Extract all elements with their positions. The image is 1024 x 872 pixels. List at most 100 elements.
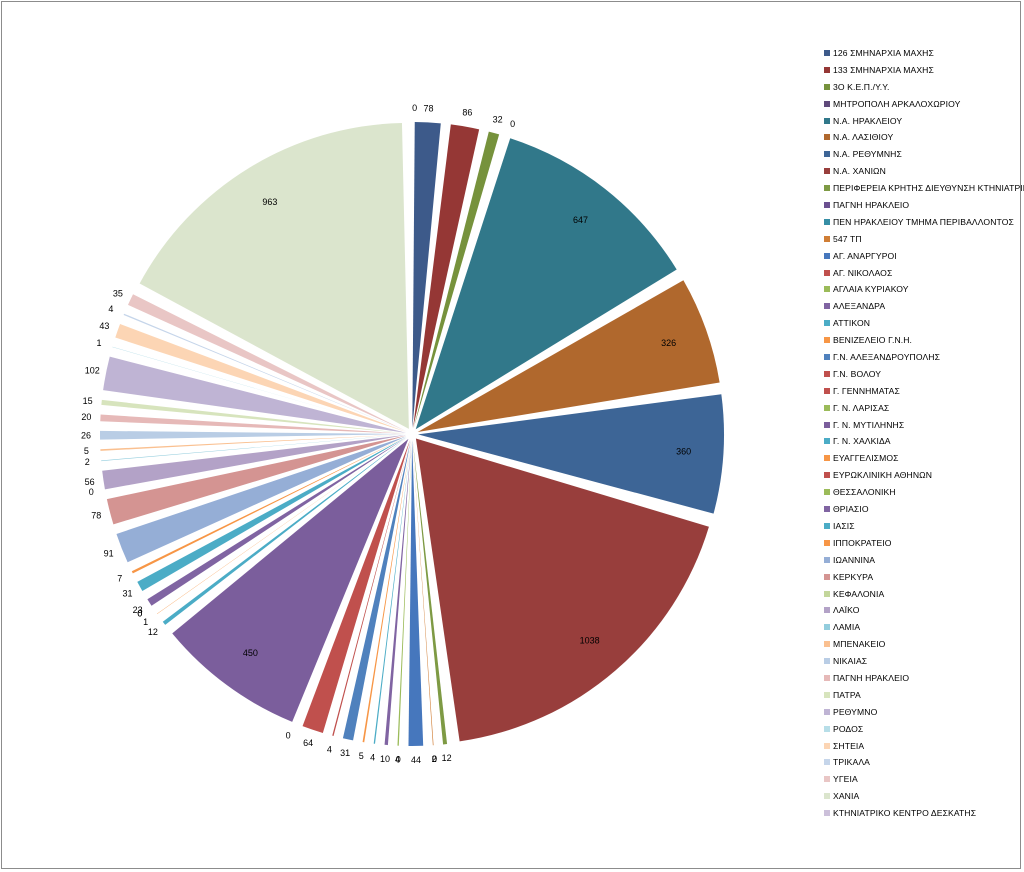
legend-item: ΚΤΗΝΙΑΤΡΙΚΟ ΚΕΝΤΡΟ ΔΕΣΚΑΤΗΣ [824, 807, 1020, 824]
pie-slice [137, 436, 407, 591]
legend-swatch [824, 810, 830, 817]
pie-slice [413, 131, 500, 429]
legend-swatch [824, 286, 830, 293]
slice-data-label: 1038 [580, 635, 600, 645]
legend-item: Γ.Ν. ΑΛΕΞΑΝΔΡΟΥΠΟΛΗΣ [824, 351, 1020, 368]
slice-data-label: 12 [148, 627, 158, 637]
legend-swatch [824, 168, 830, 175]
legend-label: Ν.Α. ΗΡΑΚΛΕΙΟΥ [833, 115, 903, 126]
legend-swatch [824, 354, 830, 361]
legend-label: ΠΑΤΡΑ [833, 689, 861, 700]
legend-swatch [824, 506, 830, 513]
legend-swatch [824, 404, 830, 411]
legend-swatch [824, 370, 830, 377]
legend-label: ΜΠΕΝΑΚΕΙΟ [833, 639, 886, 650]
pie-slice [139, 122, 409, 429]
slice-data-label: 0 [396, 755, 401, 765]
legend-swatch [824, 759, 830, 766]
legend-item: ΜΠΕΝΑΚΕΙΟ [824, 638, 1020, 655]
legend-swatch [824, 641, 830, 648]
legend-label: ΛΑΜΙΑ [833, 622, 861, 633]
legend-item: ΠΕΝ ΗΡΑΚΛΕΙΟΥ ΤΜΗΜΑ ΠΕΡΙΒΑΛΛΟΝΤΟΣ [824, 216, 1020, 233]
pie-slice [172, 438, 409, 722]
slice-data-label: 86 [462, 108, 472, 118]
legend-label: ΛΑΪΚΟ [833, 605, 860, 616]
slice-data-label: 12 [442, 753, 452, 763]
legend-label: ΑΤΤΙΚΟΝ [833, 318, 871, 329]
slice-data-label: 43 [99, 321, 109, 331]
slice-data-label: 1 [96, 338, 101, 348]
legend-swatch [824, 590, 830, 597]
legend-label: ΙΑΣΙΣ [833, 520, 855, 531]
legend-label: ΣΗΤΕΙΑ [833, 740, 865, 751]
pie-slice [397, 439, 412, 746]
legend-item: 547 ΤΠ [824, 233, 1020, 250]
legend-swatch [824, 607, 830, 614]
legend-item: ΡΕΘΥΜΝΟ [824, 706, 1020, 723]
pie-slice [100, 430, 407, 440]
slice-data-label: 0 [432, 754, 437, 764]
slice-data-label: 26 [81, 430, 91, 440]
slice-data-label: 360 [676, 447, 691, 457]
legend-label: ΕΥΑΓΓΕΛΙΣΜΟΣ [833, 453, 899, 464]
legend-swatch [824, 134, 830, 141]
legend-swatch [824, 776, 830, 783]
legend-item: ΙΑΣΙΣ [824, 520, 1020, 537]
legend-swatch [824, 539, 830, 546]
legend-item: Γ. Ν. ΛΑΡΙΣΑΣ [824, 402, 1020, 419]
legend-item: ΥΓΕΙΑ [824, 773, 1020, 790]
legend-label: ΚΕΡΚΥΡΑ [833, 571, 874, 582]
legend-label: ΜΗΤΡΟΠΟΛΗ ΑΡΚΑΛΟΧΩΡΙΟΥ [833, 98, 961, 109]
slice-data-label: 450 [243, 648, 258, 658]
legend-item: Γ. Ν. ΜΥΤΙΛΗΝΗΣ [824, 419, 1020, 436]
slice-data-label: 20 [81, 412, 91, 422]
slice-data-label: 32 [493, 114, 503, 124]
slice-data-label: 0 [137, 609, 142, 619]
pie-slice [127, 294, 407, 432]
slice-data-label: 4 [395, 755, 400, 765]
legend-label: ΙΠΠΟΚΡΑΤΕΙΟ [833, 537, 892, 548]
legend-item: Ν.Α. ΧΑΝΙΩΝ [824, 165, 1020, 182]
slice-data-label: 0 [412, 103, 417, 113]
pie-slice [373, 439, 412, 744]
pie-slice [408, 439, 424, 746]
pie-slice [302, 439, 411, 733]
legend-label: Γ.Ν. ΒΟΛΟΥ [833, 368, 882, 379]
pie-slice [100, 414, 407, 434]
slice-data-label: 64 [303, 738, 313, 748]
slice-data-label: 7 [117, 573, 122, 583]
legend-swatch [824, 674, 830, 681]
legend-swatch [824, 489, 830, 496]
pie-slice [415, 138, 677, 430]
slice-data-label: 2 [85, 457, 90, 467]
pie-slice [412, 122, 441, 429]
legend-item: 126 ΣΜΗΝΑΡΧΙΑ ΜΑΧΗΣ [824, 47, 1020, 64]
legend-item: ΠΑΓΝΗ ΗΡΑΚΛΕΙΟ [824, 672, 1020, 689]
legend-item: ΑΓΛΑΙΑ ΚΥΡΙΑΚΟΥ [824, 283, 1020, 300]
legend-item: Ν.Α. ΡΕΘΥΜΝΗΣ [824, 148, 1020, 165]
legend-item: ΙΠΠΟΚΡΑΤΕΙΟ [824, 537, 1020, 554]
legend-label: ΚΤΗΝΙΑΤΡΙΚΟ ΚΕΝΤΡΟ ΔΕΣΚΑΤΗΣ [833, 808, 977, 819]
slice-data-label: 5 [84, 446, 89, 456]
pie-slice [115, 323, 407, 433]
legend-swatch [824, 320, 830, 327]
pie-slice [102, 434, 407, 490]
legend-swatch [824, 725, 830, 732]
legend-swatch [824, 438, 830, 445]
chart-legend: 126 ΣΜΗΝΑΡΧΙΑ ΜΑΧΗΣ 133 ΣΜΗΝΑΡΧΙΑ ΜΑΧΗΣ 3Ο… [824, 47, 1024, 824]
pie-slice [116, 436, 407, 563]
legend-item: ΕΥΑΓΓΕΛΙΣΜΟΣ [824, 452, 1020, 469]
slice-data-label: 0 [286, 731, 291, 741]
legend-item: ΑΓ. ΑΝΑΡΓΥΡΟΙ [824, 250, 1020, 267]
legend-label: ΠΕΡΙΦΕΡΕΙΑ ΚΡΗΤΗΣ ΔΙΕΥΘΥΝΣΗ ΚΤΗΝΙΑΤΡΙΚΗΣ [833, 183, 1024, 194]
legend-swatch [824, 185, 830, 192]
slice-data-label: 35 [113, 289, 123, 299]
slice-data-label: 44 [411, 755, 421, 765]
slice-data-label: 78 [91, 510, 101, 520]
legend-item: ΡΟΔΟΣ [824, 723, 1020, 740]
pie-slice [362, 439, 412, 743]
legend-swatch [824, 269, 830, 276]
legend-label: ΙΩΑΝΝΙΝΑ [833, 554, 876, 565]
pie-slice [412, 439, 448, 745]
